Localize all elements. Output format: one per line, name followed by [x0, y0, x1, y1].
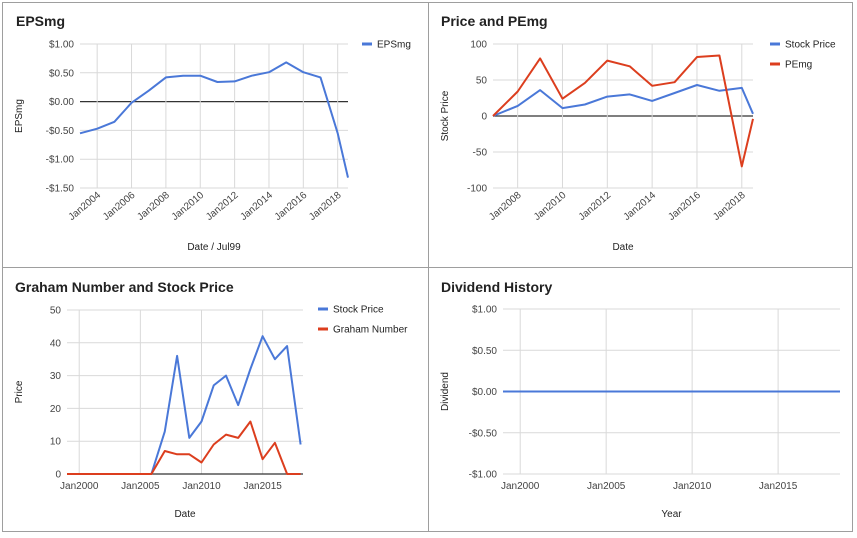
legend-swatch	[770, 42, 780, 46]
y-tick-label: -100	[467, 184, 487, 195]
chart-panel-epsmg: EPSmg $1.00 $0.50 $0.00 -$0.50 -$1.00 -$1.50 Ja…	[2, 2, 425, 264]
x-tick-label: Jan2010	[170, 190, 207, 223]
y-axis-label: Price	[14, 380, 25, 403]
y-tick-label: $1.00	[472, 305, 497, 316]
x-tick-label: Jan2010	[182, 481, 221, 492]
y-tick-label: $0.00	[472, 387, 497, 398]
x-tick-label: Jan2018	[711, 190, 748, 223]
chart-panel-price-pemg: Price and PEmg 100 50 0 -50 -100 Jan2008 Jan201…	[428, 2, 852, 264]
legend-swatch	[318, 327, 328, 331]
y-tick-label: 0	[481, 112, 487, 123]
stock-price-line	[492, 84, 754, 117]
y-tick-label: -$1.50	[46, 184, 75, 195]
y-tick-label: $0.50	[472, 346, 497, 357]
x-tick-label: Jan2012	[577, 190, 614, 223]
x-tick-label: Jan2012	[204, 190, 241, 223]
chart-panel-graham: Graham Number and Stock Price 50 40 30 20 10 0…	[2, 267, 425, 531]
y-tick-label: 50	[476, 76, 488, 87]
y-tick-label: 30	[50, 371, 62, 382]
y-tick-label: $0.50	[49, 68, 74, 79]
y-tick-label: 50	[50, 306, 62, 317]
stock-price-line	[67, 335, 302, 475]
y-tick-label: 40	[50, 338, 62, 349]
legend-label: EPSmg	[377, 40, 411, 51]
y-tick-label: -50	[473, 148, 488, 159]
x-tick-label: Jan2004	[67, 190, 104, 223]
x-axis-label: Date / Jul99	[187, 242, 241, 253]
x-tick-label: Jan2008	[487, 190, 524, 223]
x-tick-label: Jan2016	[666, 190, 703, 223]
x-tick-label: Jan2014	[622, 190, 659, 223]
chart-title: EPSmg	[16, 13, 65, 29]
x-tick-label: Jan2006	[101, 190, 138, 223]
x-tick-label: Jan2015	[243, 481, 282, 492]
y-tick-label: 20	[50, 404, 62, 415]
legend-label: Stock Price	[785, 40, 836, 51]
x-tick-label: Jan2016	[273, 190, 310, 223]
legend-swatch	[318, 307, 328, 311]
x-tick-label: Jan2000	[501, 481, 540, 492]
legend-label: Stock Price	[333, 305, 384, 316]
legend-label: PEmg	[785, 60, 812, 71]
epsmg-line	[79, 61, 349, 178]
legend-swatch	[770, 62, 780, 66]
legend-swatch	[362, 42, 372, 46]
chart-title: Graham Number and Stock Price	[15, 279, 234, 295]
dashboard-grid	[2, 2, 853, 532]
graham-number-chart: Graham Number and Stock Price 50 40 30 20 10 0…	[14, 279, 408, 520]
x-axis-label: Date	[612, 242, 634, 253]
x-axis-label: Date	[174, 509, 196, 520]
x-tick-label: Jan2005	[587, 481, 626, 492]
y-tick-label: $0.00	[49, 97, 74, 108]
y-tick-label: $1.00	[49, 40, 74, 51]
y-axis-label: Dividend	[440, 372, 451, 411]
x-tick-label: Jan2015	[759, 481, 798, 492]
dividend-history-chart: Dividend History $1.00 $0.50 $0.00 -$0.50 -$1…	[440, 279, 840, 520]
chart-panel-dividend: Dividend History $1.00 $0.50 $0.00 -$0.50 -$1…	[428, 267, 852, 531]
y-tick-label: -$1.00	[469, 470, 498, 481]
y-axis-label: Stock Price	[440, 90, 451, 141]
horizontal-divider	[3, 267, 852, 268]
y-tick-label: -$0.50	[46, 126, 75, 137]
y-tick-label: -$1.00	[46, 155, 75, 166]
y-axis-label: EPSmg	[14, 99, 25, 133]
pemg-line	[492, 54, 754, 168]
x-tick-label: Jan2005	[121, 481, 160, 492]
epsmg-chart: EPSmg$1.00$0.50$0.00-$0.50-$1.00-$1.50Ja…	[14, 13, 411, 253]
x-tick-label: Jan2018	[307, 190, 344, 223]
x-tick-label: Jan2000	[60, 481, 99, 492]
legend-label: Graham Number	[333, 325, 408, 336]
y-tick-label: 10	[50, 437, 62, 448]
graham-number-line	[67, 420, 301, 475]
x-tick-label: Jan2014	[238, 190, 275, 223]
y-tick-label: -$0.50	[469, 428, 498, 439]
y-tick-label: 100	[470, 40, 487, 51]
x-tick-label: Jan2008	[135, 190, 172, 223]
chart-title: Dividend History	[441, 279, 552, 295]
x-axis-label: Year	[661, 509, 682, 520]
x-tick-label: Jan2010	[673, 481, 712, 492]
chart-title: Price and PEmg	[441, 13, 548, 29]
y-tick-label: 0	[55, 470, 61, 481]
x-tick-label: Jan2010	[532, 190, 569, 223]
